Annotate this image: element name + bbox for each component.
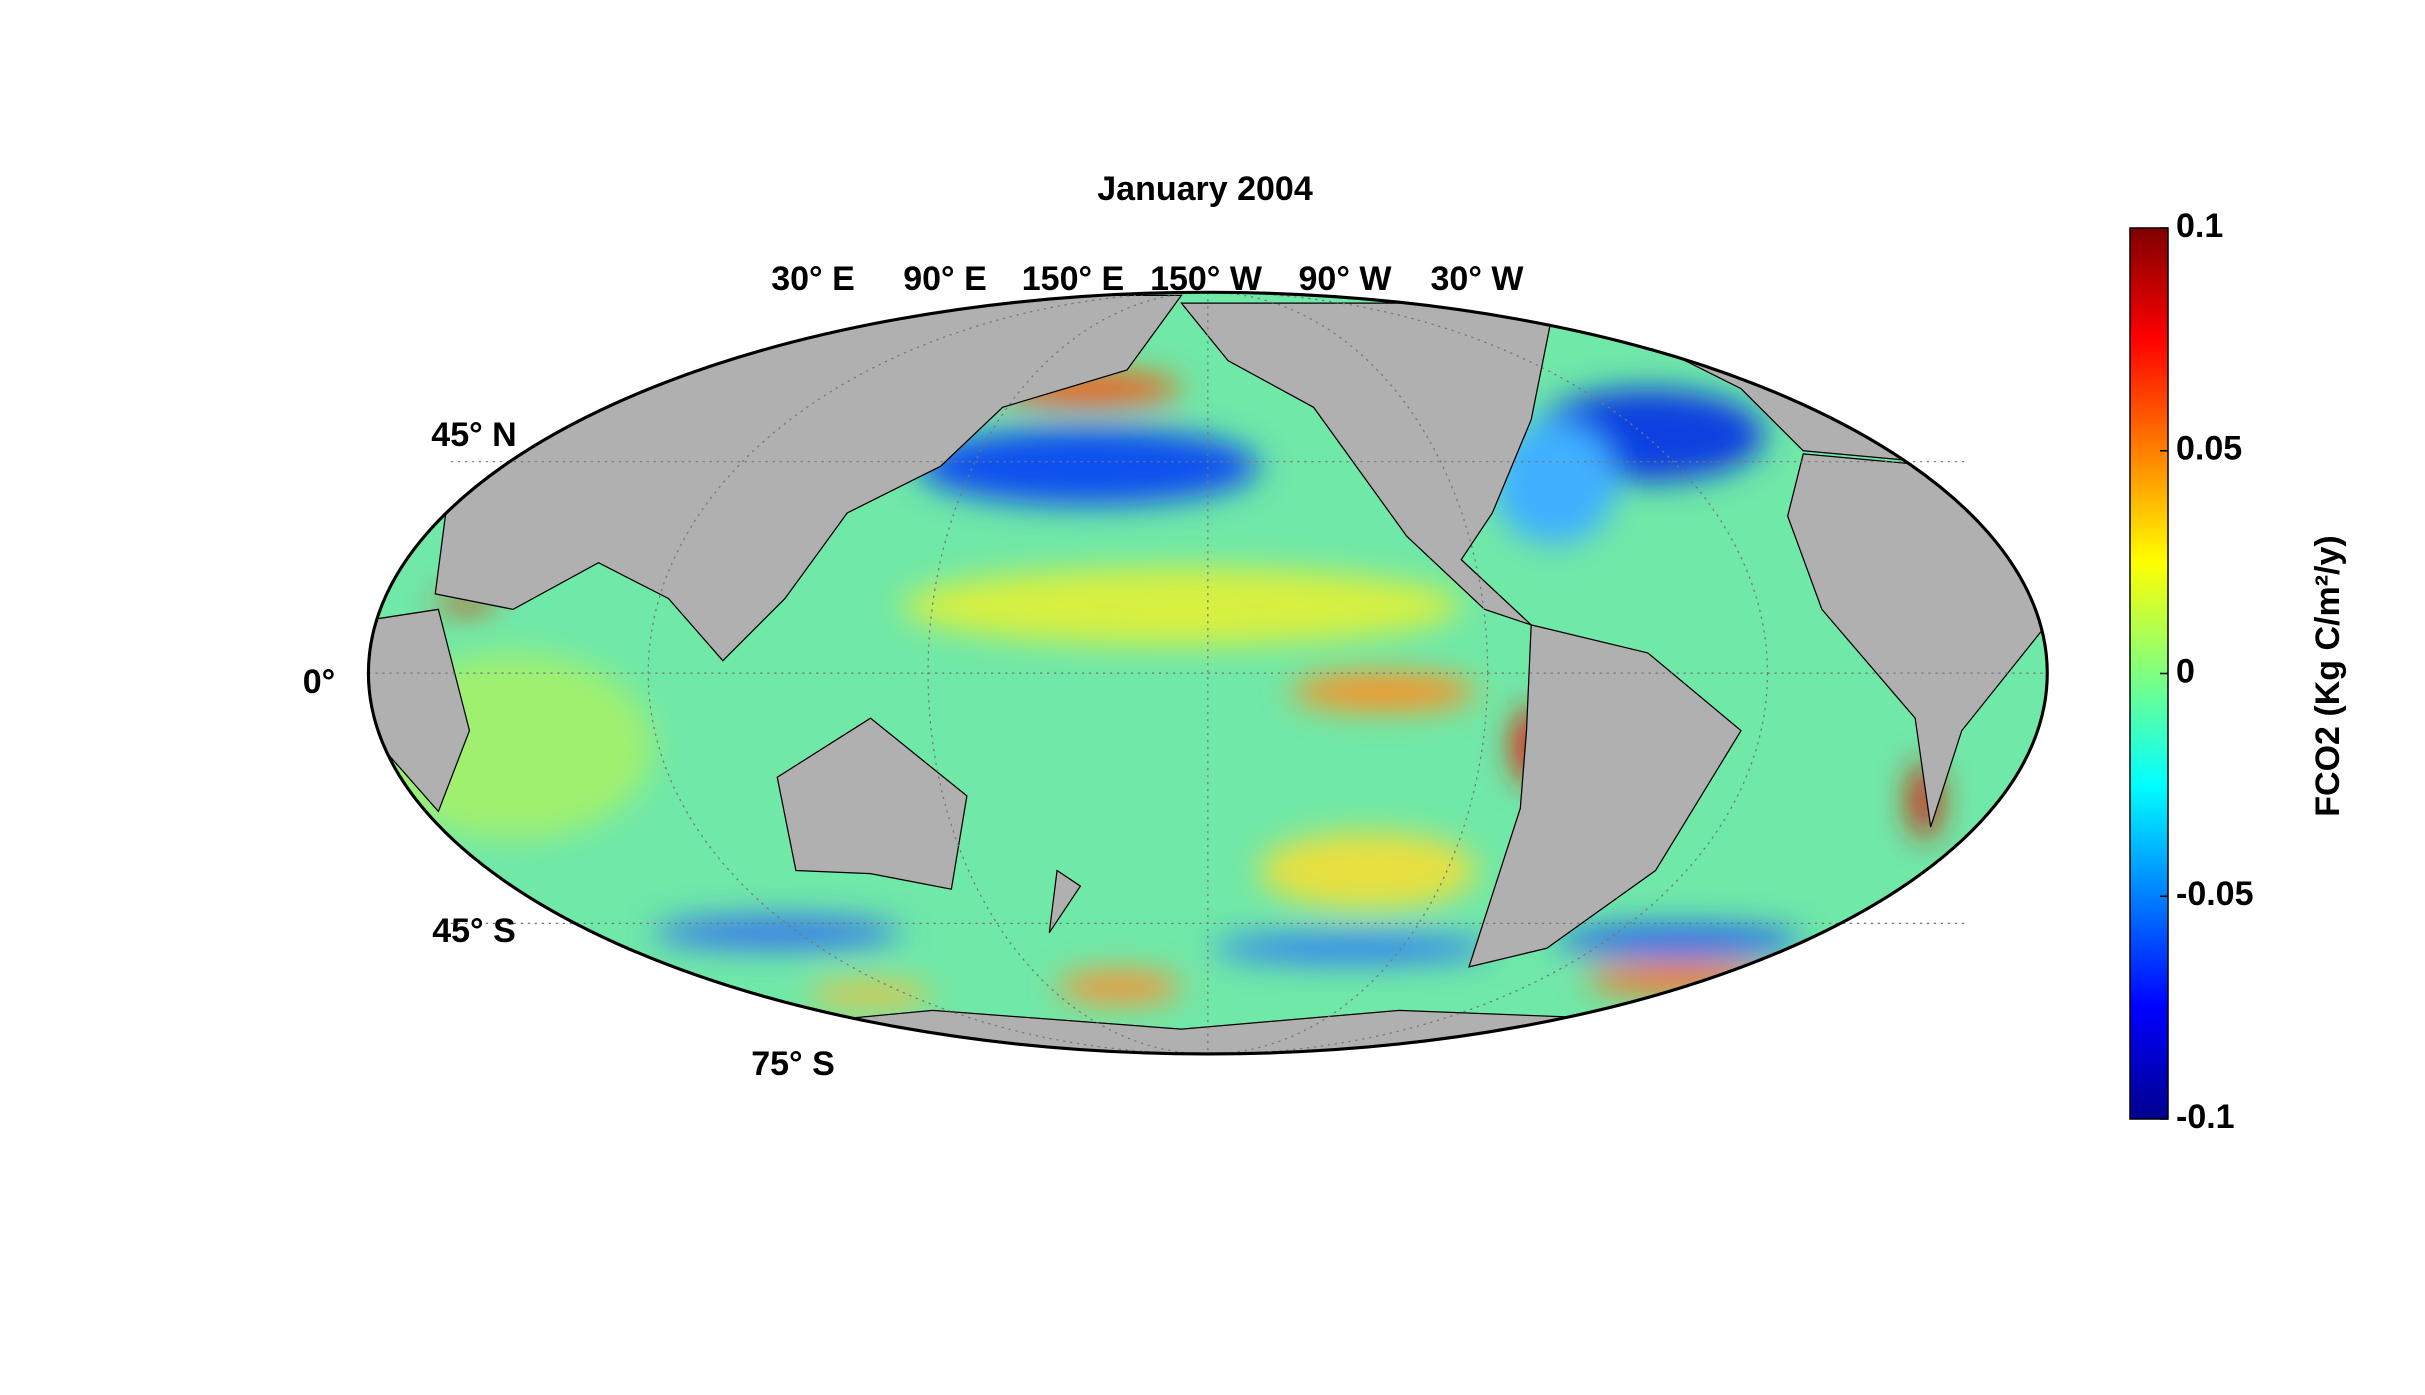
colorbar-tick-label: -0.05 — [2176, 875, 2254, 913]
colorbar-tick-label: 0 — [2176, 652, 2195, 690]
graticule — [368, 291, 2048, 1055]
longitude-label: 90° W — [1299, 260, 1393, 298]
longitude-label: 90° E — [903, 260, 987, 298]
colorbar-tick-label: -0.1 — [2176, 1098, 2235, 1136]
longitude-label: 30° W — [1431, 260, 1525, 298]
title: January 2004 — [1097, 170, 1313, 208]
longitude-label: 30° E — [771, 260, 855, 298]
colorbar-label: FCO2 (Kg C/m²/y) — [2309, 535, 2347, 816]
latitude-label: 0° — [303, 663, 336, 701]
latitude-label: 75° S — [751, 1045, 835, 1083]
latitude-label: 45° S — [432, 912, 516, 950]
map-frame — [366, 290, 2049, 1056]
longitude-label: 150° W — [1150, 260, 1263, 298]
latitude-label: 45° N — [431, 416, 516, 454]
map — [366, 290, 2049, 1056]
longitude-label: 150° E — [1022, 260, 1124, 298]
colorbar-tick-label: 0.05 — [2176, 430, 2242, 468]
colorbar-tick-label: 0.1 — [2176, 207, 2223, 245]
